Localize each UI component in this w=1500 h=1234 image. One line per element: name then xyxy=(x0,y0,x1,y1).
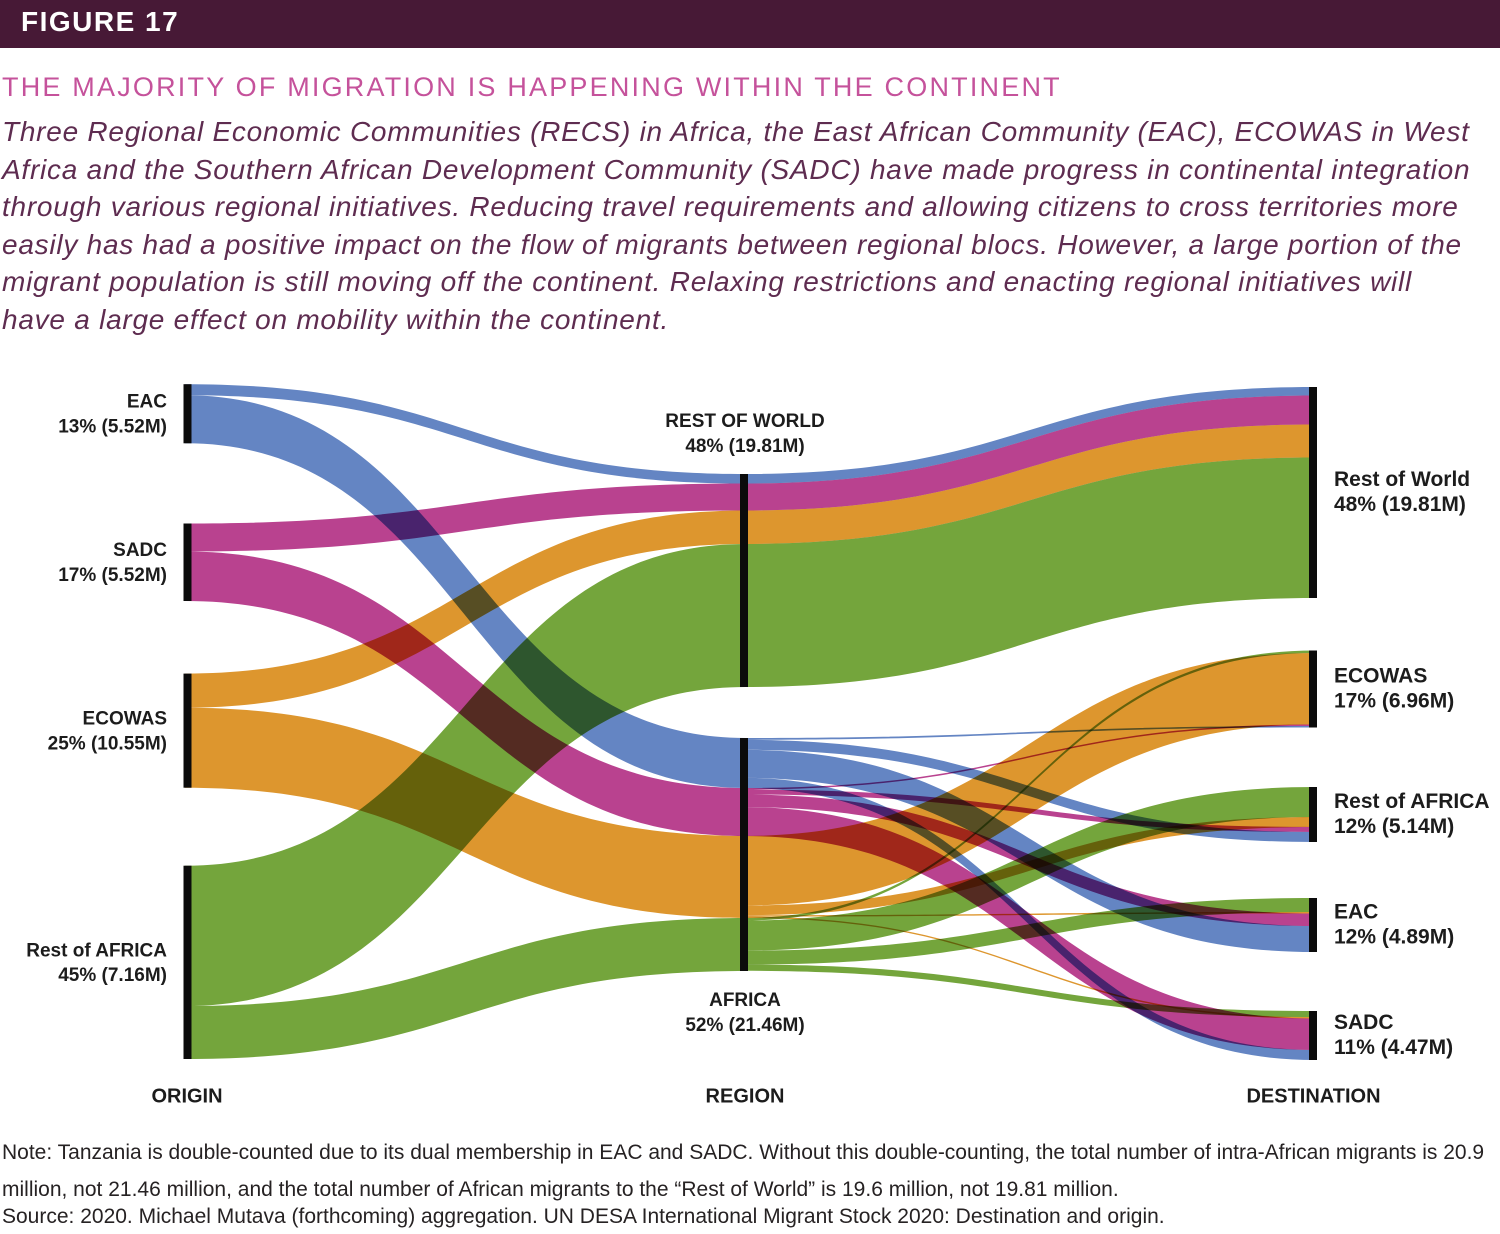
svg-text:REGION: REGION xyxy=(706,1086,785,1108)
svg-text:12% (5.14M): 12% (5.14M) xyxy=(1334,815,1454,838)
svg-text:Rest of AFRICA: Rest of AFRICA xyxy=(26,940,167,961)
svg-text:ORIGIN: ORIGIN xyxy=(151,1086,222,1108)
svg-text:17% (5.52M): 17% (5.52M) xyxy=(58,565,167,586)
svg-text:ECOWAS: ECOWAS xyxy=(1334,665,1427,688)
svg-text:ECOWAS: ECOWAS xyxy=(83,709,167,730)
svg-text:25% (10.55M): 25% (10.55M) xyxy=(48,733,167,754)
svg-text:45% (7.16M): 45% (7.16M) xyxy=(58,965,167,986)
svg-text:12% (4.89M): 12% (4.89M) xyxy=(1334,926,1454,949)
svg-text:52% (21.46M): 52% (21.46M) xyxy=(685,1015,804,1036)
svg-text:48% (19.81M): 48% (19.81M) xyxy=(685,436,804,457)
svg-text:SADC: SADC xyxy=(1334,1011,1394,1034)
svg-text:11% (4.47M): 11% (4.47M) xyxy=(1334,1036,1453,1059)
svg-text:REST OF WORLD: REST OF WORLD xyxy=(665,411,824,432)
svg-text:EAC: EAC xyxy=(1334,901,1378,924)
svg-text:48% (19.81M): 48% (19.81M) xyxy=(1334,493,1466,516)
svg-text:SADC: SADC xyxy=(113,540,167,561)
svg-text:EAC: EAC xyxy=(127,392,167,413)
svg-text:17% (6.96M): 17% (6.96M) xyxy=(1334,690,1454,713)
svg-text:DESTINATION: DESTINATION xyxy=(1246,1086,1380,1108)
svg-text:AFRICA: AFRICA xyxy=(709,990,781,1011)
svg-text:Rest of World: Rest of World xyxy=(1334,468,1470,491)
svg-text:Rest of AFRICA: Rest of AFRICA xyxy=(1334,790,1490,813)
svg-text:13% (5.52M): 13% (5.52M) xyxy=(58,417,167,438)
